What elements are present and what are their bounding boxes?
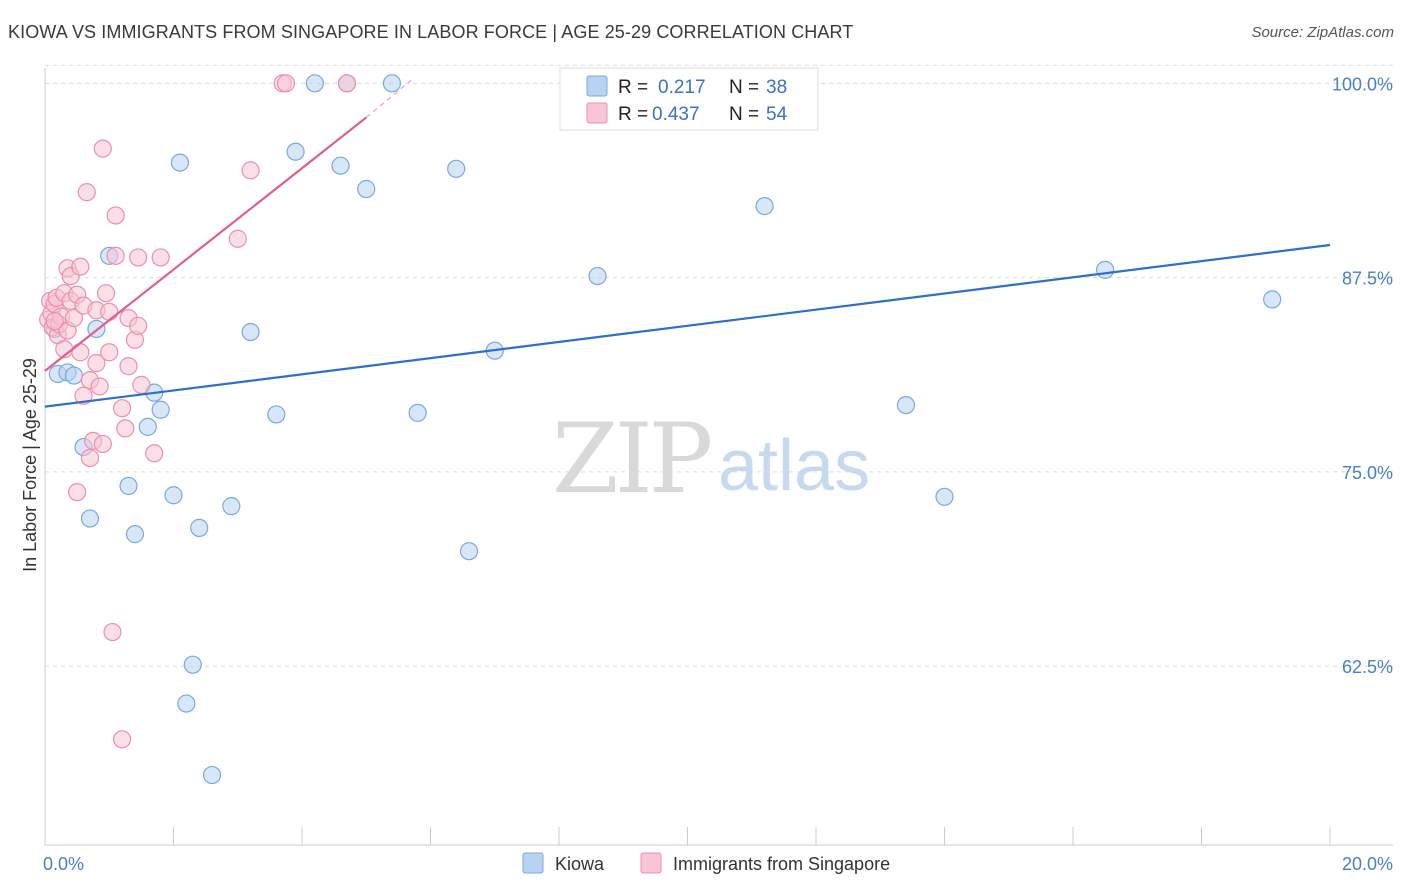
point-kiowa — [896, 395, 916, 415]
legend-swatch-kiowa — [586, 75, 608, 97]
point-kiowa — [177, 694, 196, 713]
point-singapore — [129, 316, 148, 335]
point-singapore — [90, 377, 109, 396]
bottom-legend-label-kiowa: Kiowa — [555, 854, 605, 874]
legend-r-value-kiowa: 0.217 — [658, 77, 706, 98]
point-kiowa — [305, 74, 324, 93]
point-singapore — [93, 139, 112, 158]
series-singapore — [39, 74, 357, 749]
gridlines — [45, 64, 1393, 667]
legend-swatch-singapore — [586, 102, 608, 124]
point-kiowa — [80, 509, 100, 528]
x-tick-labels: 0.0% 20.0% — [43, 854, 1393, 874]
point-singapore — [93, 434, 112, 454]
point-singapore — [106, 206, 125, 225]
point-singapore — [100, 343, 119, 362]
point-kiowa — [164, 486, 183, 505]
source-label: Source: ZipAtlas.com — [1251, 24, 1394, 41]
point-singapore — [71, 257, 90, 276]
watermark: ZIP atlas — [552, 403, 870, 515]
trend-line-singapore — [44, 116, 367, 372]
y-tick-label: 100.0% — [1332, 74, 1393, 94]
point-kiowa — [190, 518, 209, 537]
point-kiowa — [382, 74, 402, 93]
point-kiowa — [1263, 290, 1282, 309]
y-tick-label: 87.5% — [1342, 269, 1393, 289]
point-singapore — [87, 354, 106, 373]
point-singapore — [100, 302, 119, 321]
bottom-legend-swatch-singapore — [640, 852, 662, 874]
point-singapore — [45, 312, 64, 331]
point-singapore — [80, 448, 100, 468]
point-kiowa — [459, 542, 479, 561]
legend-n-value-kiowa: 38 — [766, 77, 787, 98]
point-singapore — [112, 399, 132, 418]
point-singapore — [71, 343, 90, 362]
legend-r-value-singapore: 0.437 — [652, 104, 700, 125]
legend-r-label-kiowa: R = — [618, 77, 648, 98]
legend-n-label-kiowa: N = — [729, 77, 759, 98]
chart-title: KIOWA VS IMMIGRANTS FROM SINGAPORE IN LA… — [8, 22, 854, 42]
point-singapore — [77, 183, 96, 202]
point-kiowa — [183, 655, 202, 674]
trend-lines — [44, 79, 1331, 408]
y-tick-labels: 100.0% 87.5% 75.0% 62.5% — [1332, 74, 1393, 677]
y-axis-label: In Labor Force | Age 25-29 — [20, 358, 40, 572]
point-kiowa — [447, 159, 466, 178]
trend-line-singapore-extension — [365, 79, 412, 119]
point-singapore — [64, 308, 84, 328]
point-kiowa — [331, 156, 350, 175]
correlation-legend: R = 0.217 N = 38 R = 0.437 N = 54 — [559, 67, 819, 131]
point-kiowa — [151, 400, 170, 419]
point-singapore — [228, 229, 247, 248]
point-kiowa — [170, 153, 190, 172]
point-kiowa — [357, 179, 376, 199]
y-tick-label: 62.5% — [1342, 657, 1393, 677]
point-singapore — [74, 386, 93, 405]
point-kiowa — [1096, 260, 1115, 279]
bottom-legend-swatch-kiowa — [522, 852, 544, 874]
point-kiowa — [588, 266, 607, 286]
point-kiowa — [286, 142, 305, 161]
x-tick-label: 0.0% — [43, 854, 84, 874]
bottom-legend-label-singapore: Immigrants from Singapore — [673, 854, 890, 874]
point-kiowa — [64, 366, 84, 385]
point-kiowa — [935, 487, 954, 506]
point-kiowa — [202, 765, 222, 785]
point-singapore — [337, 74, 357, 93]
point-singapore — [103, 622, 122, 642]
axes — [44, 68, 1393, 846]
point-singapore — [106, 246, 125, 265]
legend-n-value-singapore: 54 — [766, 104, 788, 125]
point-singapore — [112, 730, 132, 749]
point-kiowa — [222, 497, 241, 516]
point-singapore — [129, 248, 148, 267]
point-singapore — [132, 375, 151, 394]
point-kiowa — [241, 322, 260, 342]
point-singapore — [116, 419, 135, 438]
series-legend: Kiowa Immigrants from Singapore — [522, 852, 890, 874]
trend-line-kiowa — [44, 243, 1331, 408]
point-kiowa — [755, 197, 774, 216]
point-kiowa — [138, 417, 157, 436]
watermark-atlas: atlas — [718, 426, 870, 506]
point-singapore — [276, 74, 296, 93]
point-singapore — [96, 284, 116, 303]
point-kiowa — [267, 405, 286, 424]
y-tick-label: 75.0% — [1342, 463, 1393, 483]
watermark-zip: ZIP — [552, 403, 711, 515]
legend-r-label-singapore: R = — [618, 104, 648, 125]
point-singapore — [145, 444, 164, 463]
point-singapore — [68, 483, 87, 502]
point-kiowa — [119, 476, 138, 496]
point-singapore — [241, 161, 260, 180]
legend-n-label-singapore: N = — [729, 104, 759, 125]
point-singapore — [119, 357, 138, 376]
point-kiowa — [408, 403, 427, 422]
point-singapore — [151, 248, 170, 267]
x-tick-label: 20.0% — [1342, 854, 1393, 874]
point-kiowa — [125, 525, 145, 544]
